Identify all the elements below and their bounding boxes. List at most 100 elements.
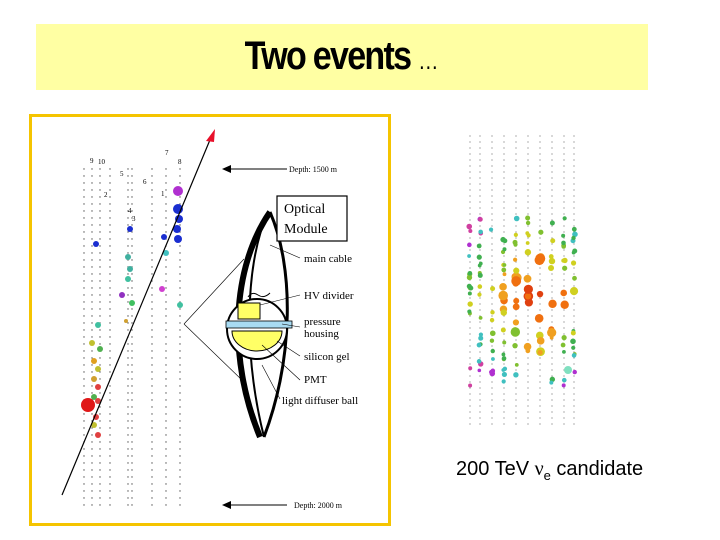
string-dot	[99, 245, 101, 247]
string-dot	[91, 441, 93, 443]
cascade-string-dot	[515, 339, 517, 341]
cascade-string-dot	[563, 201, 565, 203]
cascade-string-dot	[527, 147, 529, 149]
cascade-string-dot	[551, 243, 553, 245]
string-dot	[131, 189, 133, 191]
cascade-string-dot	[491, 177, 493, 179]
cascade-string-dot	[551, 183, 553, 185]
string-dot	[127, 315, 129, 317]
cascade-string-dot	[469, 147, 471, 149]
string-dot	[109, 182, 111, 184]
string-dot	[179, 448, 181, 450]
string-dot	[83, 504, 85, 506]
cascade-hit-marker	[478, 315, 483, 320]
string-dot	[83, 476, 85, 478]
string-dot	[151, 371, 153, 373]
hit-marker	[91, 376, 97, 382]
cascade-string-dot	[573, 141, 575, 143]
cascade-string-dot	[539, 183, 541, 185]
string-dot	[83, 378, 85, 380]
hit-marker	[173, 225, 181, 233]
zoom-line-upper	[183, 258, 245, 325]
cascade-string-dot	[469, 189, 471, 191]
string-dot	[91, 210, 93, 212]
cascade-hit-marker	[562, 265, 568, 271]
cascade-string-dot	[573, 195, 575, 197]
cascade-string-dot	[539, 213, 541, 215]
cascade-string-dot	[469, 339, 471, 341]
cascade-hit-marker	[513, 297, 520, 304]
string-dot	[91, 287, 93, 289]
cascade-string-dot	[479, 423, 481, 425]
cascade-string-dot	[479, 321, 481, 323]
string-dot	[165, 490, 167, 492]
string-dot	[83, 182, 85, 184]
string-dot	[99, 308, 101, 310]
cascade-hit-marker	[501, 352, 506, 357]
callout-main-cable	[269, 244, 301, 259]
cascade-string-dot	[563, 315, 565, 317]
string-dot	[91, 266, 93, 268]
string-dot	[131, 322, 133, 324]
cascade-string-dot	[573, 183, 575, 185]
cascade-string-dot	[469, 387, 471, 389]
string-dot	[131, 406, 133, 408]
cascade-hit-marker	[524, 293, 532, 300]
cascade-string-dot	[491, 297, 493, 299]
cascade-string-dot	[479, 375, 481, 377]
string-dot	[91, 336, 93, 338]
cascade-string-dot	[491, 249, 493, 251]
zoom-line-lower	[183, 323, 245, 383]
cascade-string-dot	[573, 159, 575, 161]
string-dot	[165, 294, 167, 296]
cascade-string-dot	[527, 255, 529, 257]
cascade-string-dot	[527, 273, 529, 275]
cascade-hit-marker	[510, 327, 521, 337]
module-collar	[225, 320, 293, 329]
cascade-string-dot	[527, 207, 529, 209]
cascade-string-dot	[479, 411, 481, 413]
cascade-string-dot	[479, 267, 481, 269]
string-number: 10	[98, 158, 106, 166]
string-dot	[109, 413, 111, 415]
cascade-event-display	[466, 135, 579, 425]
string-dot	[91, 168, 93, 170]
hit-marker	[127, 226, 133, 232]
string-number: 5	[120, 170, 124, 178]
cascade-hit-marker	[534, 314, 544, 323]
cascade-hit-marker	[549, 380, 554, 385]
cascade-hit-marker	[549, 220, 555, 226]
cascade-hit-marker	[502, 247, 507, 252]
cascade-string-dot	[573, 411, 575, 413]
cascade-string-dot	[527, 189, 529, 191]
string-dot	[131, 231, 133, 233]
cascade-string-dot	[527, 363, 529, 365]
string-dot	[109, 427, 111, 429]
cascade-string-dot	[573, 423, 575, 425]
cascade-string-dot	[479, 171, 481, 173]
string-dot	[131, 469, 133, 471]
cascade-string-dot	[479, 405, 481, 407]
cascade-string-dot	[503, 153, 505, 155]
string-dot	[99, 301, 101, 303]
string-dot	[127, 210, 129, 212]
cascade-string-dot	[515, 315, 517, 317]
cascade-string-dot	[551, 189, 553, 191]
cascade-string-dot	[515, 393, 517, 395]
string-number: 9	[90, 157, 94, 165]
cascade-string-dot	[515, 147, 517, 149]
string-dot	[165, 224, 167, 226]
cascade-hit-marker	[468, 229, 473, 234]
string-dot	[109, 315, 111, 317]
cascade-string-dot	[551, 297, 553, 299]
cascade-hit-marker	[570, 260, 577, 266]
string-dot	[179, 350, 181, 352]
cascade-string-dot	[573, 213, 575, 215]
string-dot	[165, 287, 167, 289]
cascade-hit-marker	[564, 366, 572, 374]
cascade-string-dot	[563, 231, 565, 233]
cascade-string-dot	[515, 237, 517, 239]
string-dot	[179, 434, 181, 436]
cascade-hit-marker	[489, 338, 495, 343]
cascade-hit-marker	[512, 239, 518, 245]
